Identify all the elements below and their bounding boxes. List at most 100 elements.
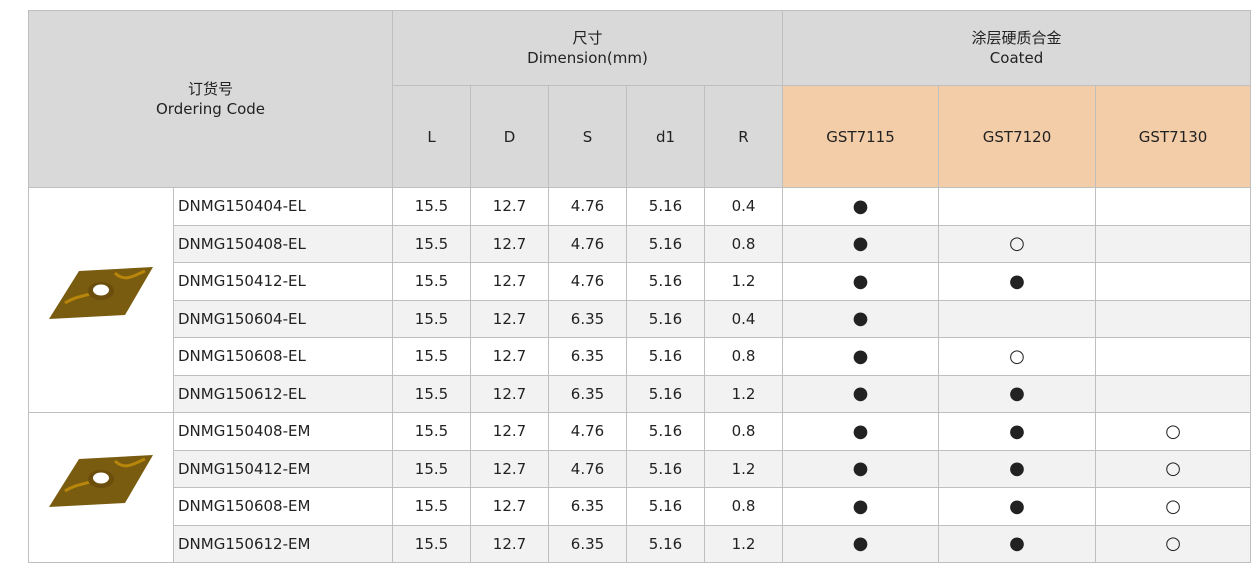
grade-mark: ● <box>783 525 939 563</box>
cell-text: DNMG150412-EL <box>178 272 306 290</box>
grade-mark <box>1096 263 1251 301</box>
cell-text: 0.8 <box>732 422 756 440</box>
dimension-value: 12.7 <box>471 263 549 301</box>
grade-mark: ○ <box>1096 525 1251 563</box>
dimension-value: 5.16 <box>627 525 705 563</box>
dimension-value: 5.16 <box>627 263 705 301</box>
insert-icon <box>29 451 173 525</box>
header-en: Dimension(mm) <box>393 48 782 68</box>
dimension-value: 6.35 <box>549 525 627 563</box>
cell-text: 12.7 <box>493 310 526 328</box>
cell-text: 15.5 <box>415 347 448 365</box>
header-zh: 订货号 <box>29 79 392 99</box>
dimension-value: 0.8 <box>705 413 783 451</box>
cell-text: 15.5 <box>415 197 448 215</box>
dimension-value: 15.5 <box>393 300 471 338</box>
dimension-value: 15.5 <box>393 338 471 376</box>
ordering-code: DNMG150612-EM <box>174 525 393 563</box>
ordering-code: DNMG150604-EL <box>174 300 393 338</box>
cell-text: ○ <box>1165 496 1181 517</box>
dimension-value: 4.76 <box>549 263 627 301</box>
dimension-value: 6.35 <box>549 488 627 526</box>
page: {"header":{"ordering_code":{"zh":"订货号","… <box>0 0 1258 562</box>
cell-text: DNMG150408-EL <box>178 235 306 253</box>
cell-text: 4.76 <box>571 272 604 290</box>
cell-text: 6.35 <box>571 497 604 515</box>
cell-text: 1.2 <box>732 535 756 553</box>
cell-text: ● <box>853 233 869 254</box>
dimension-value: 12.7 <box>471 375 549 413</box>
grade-mark: ○ <box>939 338 1096 376</box>
grade-mark: ● <box>783 338 939 376</box>
cell-text: DNMG150612-EL <box>178 385 306 403</box>
grade-mark: ○ <box>1096 450 1251 488</box>
dimension-value: 12.7 <box>471 525 549 563</box>
cell-text: DNMG150408-EM <box>178 422 310 440</box>
dimension-value: 12.7 <box>471 338 549 376</box>
cell-text: 15.5 <box>415 460 448 478</box>
grade-mark: ○ <box>1096 413 1251 451</box>
grade-mark: ● <box>939 488 1096 526</box>
grade-mark: ● <box>939 450 1096 488</box>
dimension-value: 6.35 <box>549 375 627 413</box>
dimension-value: 12.7 <box>471 188 549 226</box>
header-zh: 尺寸 <box>393 28 782 48</box>
cell-text: 5.16 <box>649 347 682 365</box>
dimension-value: 12.7 <box>471 450 549 488</box>
cell-text: 4.76 <box>571 197 604 215</box>
cell-text: 6.35 <box>571 385 604 403</box>
column-header: S <box>549 86 627 188</box>
cell-text: 12.7 <box>493 385 526 403</box>
dimension-value: 0.4 <box>705 188 783 226</box>
dimension-value: 0.4 <box>705 300 783 338</box>
cell-text: 1.2 <box>732 272 756 290</box>
dimension-value: 15.5 <box>393 450 471 488</box>
cell-text: DNMG150604-EL <box>178 310 306 328</box>
dimension-value: 4.76 <box>549 413 627 451</box>
cell-text: 5.16 <box>649 272 682 290</box>
cell-text: ○ <box>1009 233 1025 254</box>
insert-icon <box>29 263 173 337</box>
cell-text: 12.7 <box>493 272 526 290</box>
dimension-value: 5.16 <box>627 225 705 263</box>
dimension-value: 0.8 <box>705 488 783 526</box>
cell-text: ● <box>853 383 869 404</box>
cell-text: ● <box>853 308 869 329</box>
cell-text: 0.8 <box>732 497 756 515</box>
dimension-value: 12.7 <box>471 300 549 338</box>
cell-text: 4.76 <box>571 422 604 440</box>
dimension-value: 15.5 <box>393 263 471 301</box>
cell-text: 5.16 <box>649 235 682 253</box>
dimension-value: 1.2 <box>705 450 783 488</box>
dimension-value: 15.5 <box>393 525 471 563</box>
header-en: Ordering Code <box>29 99 392 119</box>
cell-text: ○ <box>1165 533 1181 554</box>
cell-text: 4.76 <box>571 460 604 478</box>
dimension-value: 5.16 <box>627 488 705 526</box>
cell-text: ● <box>853 533 869 554</box>
dimension-value: 15.5 <box>393 188 471 226</box>
image-cell <box>29 188 174 413</box>
header-en: Coated <box>783 48 1250 68</box>
dimension-value: 12.7 <box>471 488 549 526</box>
cell-text: 5.16 <box>649 497 682 515</box>
cell-text: 6.35 <box>571 535 604 553</box>
column-header: d1 <box>627 86 705 188</box>
grade-mark <box>1096 338 1251 376</box>
cell-text: 0.4 <box>732 310 756 328</box>
dimension-value: 4.76 <box>549 450 627 488</box>
cell-text: ● <box>1009 271 1025 292</box>
cell-text: DNMG150412-EM <box>178 460 310 478</box>
ordering-code: DNMG150608-EL <box>174 338 393 376</box>
grade-mark <box>1096 300 1251 338</box>
page-body: 订货号Ordering Code 尺寸Dimension(mm) 涂层硬质合金C… <box>0 0 1258 562</box>
cell-text: 12.7 <box>493 422 526 440</box>
cell-text: ● <box>1009 383 1025 404</box>
image-cell <box>29 413 174 563</box>
cell-text: DNMG150612-EM <box>178 535 310 553</box>
